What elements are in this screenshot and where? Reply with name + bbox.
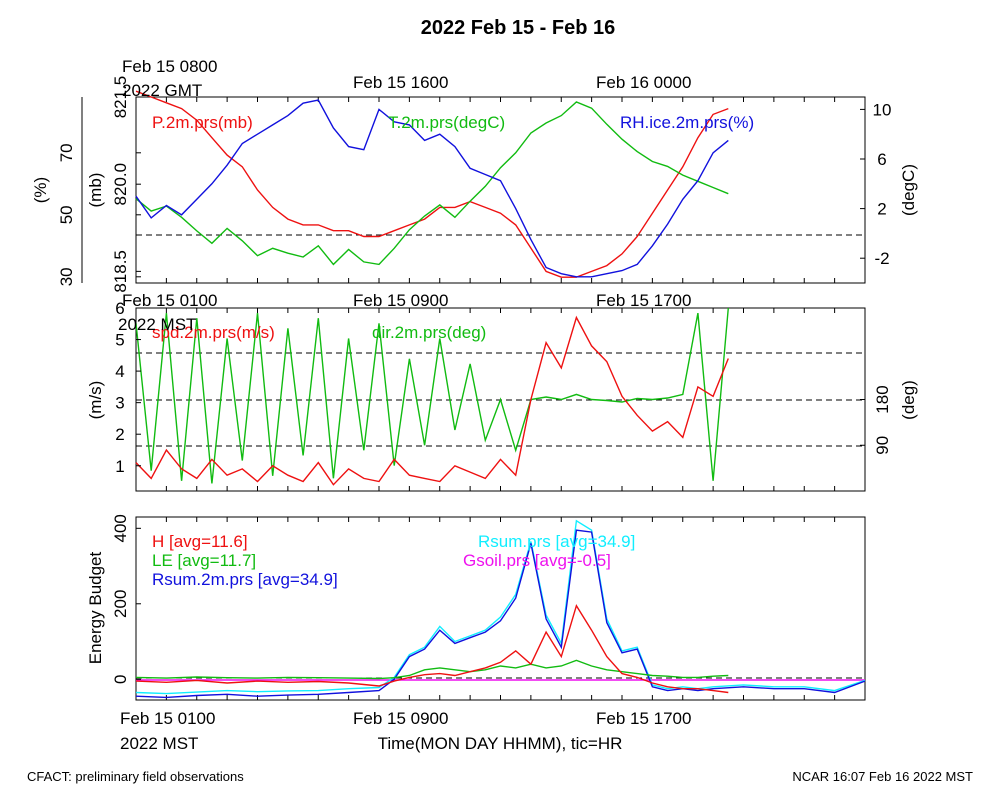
series-line-dir-2m-prs-deg — [135, 307, 729, 484]
panel-2-series — [135, 307, 729, 486]
p2-top-label-0-sub: 2022 MST — [118, 315, 196, 334]
p1-top-label-0-sub: 2022 GMT — [122, 81, 202, 100]
p3-xlabel: Time(MON DAY HHMM), tic=HR — [378, 734, 623, 753]
y-tick-label: 200 — [111, 590, 130, 618]
p1-bottom-label-2: Feb 15 1700 — [596, 291, 691, 310]
y-tick-label: 0 — [111, 675, 130, 684]
p3-ylabel: Energy Budget — [86, 551, 105, 664]
panel-3-yticks: 0 200 400 — [111, 514, 141, 684]
p2-ylabel-right: (deg) — [899, 380, 918, 420]
y-tick-label: 30 — [57, 267, 76, 286]
panel-1-legend: P.2m.prs(mb) T.2m.prs(degC) RH.ice.2m.prs(… — [152, 113, 754, 132]
y-tick-label: 10 — [873, 100, 892, 119]
panel-2-yticks: 1 2 3 4 5 6 90 180 — [115, 299, 892, 476]
p3-bottom-label-0-sub: 2022 MST — [120, 734, 198, 753]
panel-1-series — [135, 90, 729, 278]
legend-gsoil-prs-avg-0-5: Gsoil.prs [avg=-0.5] — [463, 551, 611, 570]
y-tick-label: 400 — [111, 514, 130, 542]
y-tick-label: 6 — [877, 150, 886, 169]
panel-3: 0 200 400 H [avg=11.6]LE [avg=11.7]Rsum.2m… — [86, 514, 866, 753]
p3-bottom-label-0: Feb 15 0100 — [120, 709, 215, 728]
footer-right: NCAR 16:07 Feb 16 2022 MST — [792, 769, 973, 784]
legend-h-avg-11-6: H [avg=11.6] — [152, 532, 248, 551]
panel-1-yticks: 818.5 820.0 821.5 30 50 70 -2 2 6 10 — [57, 76, 891, 293]
p3-bottom-label-2: Feb 15 1700 — [596, 709, 691, 728]
legend-le-avg-11-7: LE [avg=11.7] — [152, 551, 256, 570]
panel-3-legend: H [avg=11.6]LE [avg=11.7]Rsum.2m.prs [av… — [152, 532, 635, 589]
y-tick-label: 818.5 — [111, 250, 130, 293]
legend-t-2m-prs-degc: T.2m.prs(degC) — [388, 113, 505, 132]
p1-ylabel-outer: (%) — [31, 177, 50, 203]
legend-dir-2m-prs-deg: dir.2m.prs(deg) — [372, 323, 486, 342]
y-tick-label: 1 — [115, 457, 124, 476]
series-line-p-2m-prs-mb — [135, 90, 729, 278]
p1-top-label-2: Feb 16 0000 — [596, 73, 691, 92]
y-tick-label: 5 — [115, 331, 124, 350]
y-tick-label: 50 — [57, 205, 76, 224]
series-line-rsum-2m-prs-avg-34-9 — [135, 529, 866, 699]
panel-2-xticks — [135, 308, 836, 491]
legend-rsum-prs-avg-34-9: Rsum.prs [avg=34.9] — [478, 532, 635, 551]
series-line-h-avg-11-6 — [135, 604, 729, 694]
p1-bottom-label-0: Feb 15 0100 — [122, 291, 217, 310]
y-tick-label: 821.5 — [111, 76, 130, 119]
y-tick-label: 180 — [873, 385, 892, 413]
p1-ylabel-inner: (mb) — [86, 173, 105, 208]
legend-rh-ice-2m-prs: RH.ice.2m.prs(%) — [620, 113, 754, 132]
p1-top-label-1: Feb 15 1600 — [353, 73, 448, 92]
p3-bottom-label-1: Feb 15 0900 — [353, 709, 448, 728]
y-tick-label: 2 — [877, 200, 886, 219]
p2-ylabel-left: (m/s) — [86, 381, 105, 420]
p1-bottom-label-1: Feb 15 0900 — [353, 291, 448, 310]
legend-rsum-2m-prs-avg-34-9: Rsum.2m.prs [avg=34.9] — [152, 570, 338, 589]
y-tick-label: 820.0 — [111, 163, 130, 206]
y-tick-label: 3 — [115, 394, 124, 413]
series-line-spd-2m-prs-m-s — [135, 315, 729, 486]
panel-3-series — [135, 519, 866, 699]
panel-1: 818.5 820.0 821.5 30 50 70 -2 2 6 10 P.2m.prs(mb)… — [31, 57, 918, 310]
y-tick-label: 6 — [115, 299, 124, 318]
y-tick-label: 4 — [115, 362, 124, 381]
y-tick-label: 2 — [115, 425, 124, 444]
y-tick-label: 70 — [57, 143, 76, 162]
p1-top-label-0: Feb 15 0800 — [122, 57, 217, 76]
series-line-rh-ice-2m-prs — [135, 99, 729, 278]
series-line-le-avg-11-7 — [135, 659, 729, 680]
panel-3-xticks — [135, 517, 836, 700]
panel-2: 1 2 3 4 5 6 90 180 spd.2m.prs(m/s) dir.2m.prs(de… — [86, 299, 918, 492]
legend-spd-2m-prs-m-s: spd.2m.prs(m/s) — [152, 323, 275, 342]
figure-title: 2022 Feb 15 - Feb 16 — [421, 17, 616, 39]
legend-p-2m-prs-mb: P.2m.prs(mb) — [152, 113, 253, 132]
footer-left: CFACT: preliminary field observations — [27, 769, 244, 784]
y-tick-label: 90 — [873, 436, 892, 455]
panel-2-legend: spd.2m.prs(m/s) dir.2m.prs(deg) — [152, 323, 486, 342]
p1-ylabel-right: (degC) — [899, 164, 918, 216]
panel-1-xticks — [135, 97, 836, 283]
series-line-t-2m-prs-degc — [135, 101, 729, 266]
y-tick-label: -2 — [874, 249, 889, 268]
